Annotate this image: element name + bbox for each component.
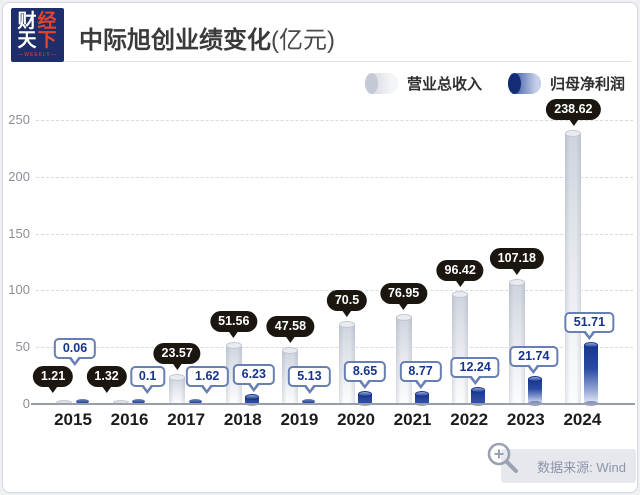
- logo-weekly-text: —WEEKLY—: [18, 51, 57, 58]
- profit-value-bubble: 21.74: [509, 346, 559, 375]
- y-axis-tick-50: 50: [15, 339, 30, 355]
- revenue-value-bubble: 47.58: [266, 315, 315, 343]
- profit-bar: [132, 399, 146, 404]
- chart-legend: 营业总收入 归母净利润: [364, 73, 625, 94]
- profit-bar-top-cap: [414, 391, 429, 398]
- revenue-value-bubble: 70.5: [326, 289, 368, 317]
- profit-bar: [75, 399, 89, 404]
- revenue-value-bubble: 23.57: [153, 343, 201, 371]
- legend-item-revenue: 营业总收入: [364, 73, 482, 94]
- revenue-bar-top-cap: [452, 291, 469, 299]
- profit-value-bubble: 0.06: [53, 338, 97, 366]
- title-unit: (亿元): [271, 27, 335, 54]
- revenue-value-bubble: 107.18: [489, 248, 544, 276]
- revenue-bar-top-cap: [565, 129, 582, 137]
- x-axis-label-2016: 2016: [110, 410, 149, 429]
- x-axis-label-2018: 2018: [223, 410, 262, 429]
- revenue-value-bubble: 76.95: [379, 282, 428, 310]
- gridline-200: [36, 176, 633, 178]
- revenue-bar: [395, 313, 412, 404]
- page-title: 中际旭创业绩变化(亿元): [79, 27, 335, 54]
- gridline-50: [36, 347, 633, 349]
- y-axis-tick-150: 150: [8, 225, 30, 241]
- profit-bar-top-cap: [584, 342, 599, 349]
- revenue-bar-top-cap: [225, 342, 242, 350]
- revenue-bar-top-cap: [339, 320, 355, 328]
- revenue-bar-top-cap: [508, 279, 525, 287]
- profit-bar: [188, 399, 202, 404]
- legend-item-profit: 归母净利润: [507, 73, 625, 94]
- profit-value-bubble: 8.65: [343, 361, 387, 390]
- profit-bar-top-cap: [471, 387, 486, 394]
- header-divider: [65, 61, 631, 62]
- revenue-bar: [452, 291, 469, 404]
- revenue-bar: [565, 129, 582, 404]
- legend-label-profit: 归母净利润: [549, 76, 625, 93]
- y-axis-tick-200: 200: [8, 168, 30, 184]
- profit-bar: [527, 376, 542, 406]
- profit-bar: [301, 399, 315, 404]
- gridline-250: [36, 120, 633, 121]
- logo-line2: 天下: [17, 30, 58, 52]
- data-source-label: 数据来源: Wind: [537, 459, 626, 475]
- x-axis-label-2022: 2022: [450, 410, 489, 429]
- y-axis-tick-100: 100: [8, 282, 30, 298]
- y-axis-tick-0: 0: [22, 396, 30, 411]
- profit-bar-top-cap: [244, 393, 259, 400]
- profit-value-bubble: 0.1: [129, 366, 166, 394]
- x-axis-label-2024: 2024: [563, 410, 602, 429]
- y-axis-tick-250: 250: [8, 112, 30, 127]
- x-axis-label-2019: 2019: [280, 410, 319, 429]
- magnifier-zoom-icon: [487, 442, 518, 473]
- profit-bar: [584, 342, 599, 406]
- revenue-bar-top-cap: [282, 346, 299, 354]
- caijing-tianxia-logo: 财经 天下 —WEEKLY—: [11, 8, 64, 62]
- revenue-bar-top-cap: [169, 374, 186, 382]
- revenue-cylinder-icon: [364, 73, 398, 94]
- x-axis-label-2015: 2015: [54, 410, 92, 429]
- revenue-value-bubble: 51.56: [210, 311, 258, 339]
- revenue-value-bubble: 96.42: [436, 260, 484, 288]
- profit-cylinder-icon: [507, 73, 541, 94]
- profit-bar: [471, 387, 486, 406]
- revenue-bar-top-cap: [395, 313, 412, 321]
- profit-value-bubble: 51.71: [564, 312, 615, 341]
- profit-value-bubble: 8.77: [399, 361, 442, 390]
- revenue-bar: [169, 374, 186, 404]
- profit-value-bubble: 5.13: [288, 366, 331, 394]
- data-source-badge: 数据来源: Wind: [501, 449, 636, 483]
- x-axis-label-2021: 2021: [393, 410, 432, 429]
- profit-bar-top-cap: [527, 376, 542, 383]
- x-axis-label-2023: 2023: [506, 410, 545, 429]
- profit-value-bubble: 6.23: [232, 363, 275, 392]
- revenue-value-bubble: 238.62: [546, 98, 601, 126]
- x-axis-line: [31, 403, 635, 405]
- legend-label-revenue: 营业总收入: [406, 76, 482, 93]
- revenue-bar: [508, 279, 525, 404]
- x-axis-label-2020: 2020: [337, 410, 375, 429]
- profit-value-bubble: 12.24: [450, 357, 500, 386]
- revenue-value-bubble: 1.21: [32, 366, 74, 393]
- x-axis-label-2017: 2017: [167, 410, 206, 429]
- revenue-value-bubble: 1.32: [86, 366, 127, 393]
- gridline-150: [36, 233, 633, 235]
- profit-value-bubble: 1.62: [186, 366, 229, 394]
- profit-bar-top-cap: [358, 391, 372, 398]
- logo-line1: 财经: [17, 11, 58, 33]
